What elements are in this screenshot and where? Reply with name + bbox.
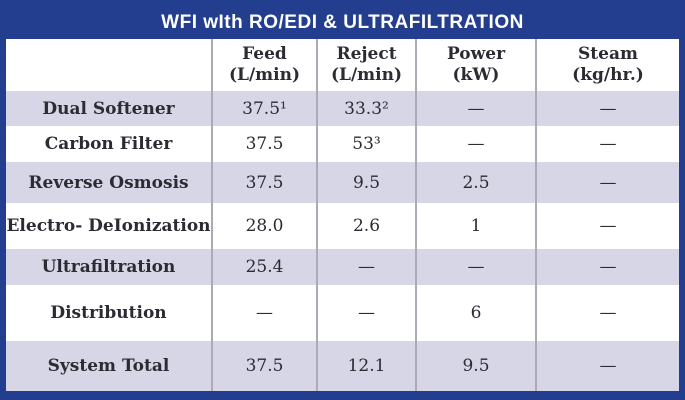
cell-steam: — bbox=[535, 203, 679, 249]
cell-power: 1 bbox=[415, 203, 536, 249]
cell-reject: — bbox=[316, 249, 416, 285]
column-header-label: Reject bbox=[336, 43, 397, 64]
column-header-unit: (kW) bbox=[452, 65, 500, 85]
page-title: WFI wIth RO/EDI & ULTRAFILTRATION bbox=[161, 11, 524, 33]
column-header-label: Feed bbox=[242, 43, 287, 64]
cell-feed: 37.5 bbox=[211, 341, 317, 391]
row-label: Reverse Osmosis bbox=[6, 162, 212, 203]
column-header-blank bbox=[6, 39, 212, 91]
column-header-unit: (L/min) bbox=[330, 65, 403, 85]
cell-reject: 53³ bbox=[316, 126, 416, 162]
row-label: Dual Softener bbox=[6, 91, 212, 126]
cell-feed: 28.0 bbox=[211, 203, 317, 249]
cell-power: — bbox=[415, 91, 536, 126]
column-header-unit: (L/min) bbox=[228, 65, 301, 85]
cell-steam: — bbox=[535, 285, 679, 341]
table-row: Carbon Filter 37.5 53³ — — bbox=[6, 126, 679, 162]
cell-power: 6 bbox=[415, 285, 536, 341]
row-label: System Total bbox=[6, 341, 212, 391]
row-label: Ultrafiltration bbox=[6, 249, 212, 285]
cell-steam: — bbox=[535, 162, 679, 203]
cell-reject: 12.1 bbox=[316, 341, 416, 391]
column-header-feed: Feed (L/min) bbox=[211, 39, 317, 91]
row-label: Carbon Filter bbox=[6, 126, 212, 162]
table-row: System Total 37.5 12.1 9.5 — bbox=[6, 341, 679, 391]
header-row: Feed (L/min) Reject (L/min) Power (kW) S… bbox=[6, 39, 679, 91]
cell-feed: 37.5 bbox=[211, 126, 317, 162]
cell-reject: 33.3² bbox=[316, 91, 416, 126]
column-header-unit: (kg/hr.) bbox=[572, 65, 644, 85]
cell-feed: 37.5 bbox=[211, 162, 317, 203]
column-header-label: Power bbox=[446, 43, 506, 64]
column-header-power: Power (kW) bbox=[415, 39, 536, 91]
table-row: Electro- DeIonization 28.0 2.6 1 — bbox=[6, 203, 679, 249]
table-row: Dual Softener 37.5¹ 33.3² — — bbox=[6, 91, 679, 126]
cell-steam: — bbox=[535, 126, 679, 162]
cell-power: 2.5 bbox=[415, 162, 536, 203]
table-row: Ultrafiltration 25.4 — — — bbox=[6, 249, 679, 285]
cell-power: 9.5 bbox=[415, 341, 536, 391]
cell-power: — bbox=[415, 126, 536, 162]
cell-power: — bbox=[415, 249, 536, 285]
cell-feed: 25.4 bbox=[211, 249, 317, 285]
table-row: Reverse Osmosis 37.5 9.5 2.5 — bbox=[6, 162, 679, 203]
column-header-reject: Reject (L/min) bbox=[316, 39, 416, 91]
cell-reject: — bbox=[316, 285, 416, 341]
cell-steam: — bbox=[535, 249, 679, 285]
cell-feed: 37.5¹ bbox=[211, 91, 317, 126]
cell-feed: — bbox=[211, 285, 317, 341]
cell-reject: 2.6 bbox=[316, 203, 416, 249]
title-bar: WFI wIth RO/EDI & ULTRAFILTRATION bbox=[6, 6, 679, 39]
spec-table: Feed (L/min) Reject (L/min) Power (kW) S… bbox=[6, 39, 679, 391]
cell-steam: — bbox=[535, 91, 679, 126]
row-label: Distribution bbox=[6, 285, 212, 341]
cell-steam: — bbox=[535, 341, 679, 391]
column-header-steam: Steam (kg/hr.) bbox=[535, 39, 679, 91]
row-label: Electro- DeIonization bbox=[6, 203, 212, 249]
table-row: Distribution — — 6 — bbox=[6, 285, 679, 341]
column-header-label: Steam bbox=[578, 43, 638, 64]
cell-reject: 9.5 bbox=[316, 162, 416, 203]
